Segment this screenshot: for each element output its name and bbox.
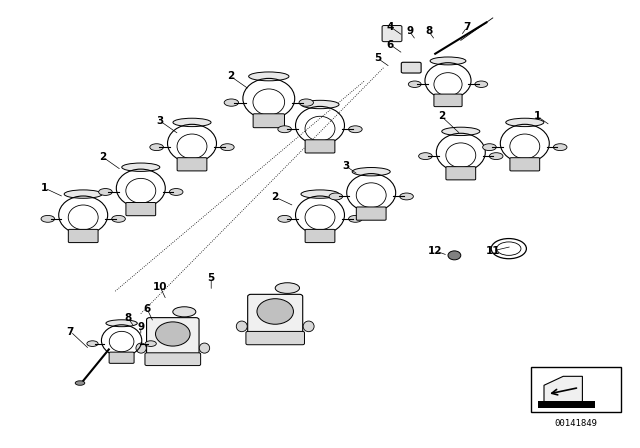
FancyBboxPatch shape: [147, 318, 199, 358]
Ellipse shape: [442, 127, 480, 136]
Text: 9: 9: [406, 26, 413, 36]
FancyBboxPatch shape: [68, 229, 98, 243]
Text: 7: 7: [463, 22, 471, 32]
Ellipse shape: [490, 153, 503, 159]
Ellipse shape: [249, 72, 289, 81]
Ellipse shape: [554, 144, 567, 151]
Bar: [538, 401, 595, 408]
Circle shape: [448, 251, 461, 260]
Ellipse shape: [352, 168, 390, 176]
Ellipse shape: [136, 343, 147, 353]
Ellipse shape: [349, 126, 362, 133]
Text: 6: 6: [387, 40, 394, 50]
FancyBboxPatch shape: [109, 352, 134, 363]
Text: 7: 7: [67, 327, 74, 336]
FancyBboxPatch shape: [382, 26, 402, 42]
Text: 4: 4: [387, 22, 394, 32]
Ellipse shape: [87, 341, 98, 346]
Ellipse shape: [150, 144, 163, 151]
Circle shape: [156, 322, 190, 346]
Ellipse shape: [299, 99, 314, 106]
Ellipse shape: [301, 100, 339, 109]
Ellipse shape: [112, 215, 125, 222]
Ellipse shape: [475, 81, 488, 87]
Text: 1: 1: [41, 183, 49, 193]
Ellipse shape: [419, 153, 432, 159]
FancyBboxPatch shape: [305, 140, 335, 153]
Text: 8: 8: [124, 313, 132, 323]
Text: 5: 5: [207, 273, 215, 283]
FancyBboxPatch shape: [510, 158, 540, 171]
Circle shape: [257, 299, 293, 324]
FancyBboxPatch shape: [253, 114, 284, 128]
Ellipse shape: [145, 341, 156, 346]
Text: 00141849: 00141849: [554, 419, 598, 428]
FancyBboxPatch shape: [246, 332, 305, 345]
FancyBboxPatch shape: [305, 229, 335, 243]
FancyBboxPatch shape: [434, 94, 462, 107]
Ellipse shape: [301, 190, 339, 198]
Text: 3: 3: [156, 116, 164, 126]
Ellipse shape: [106, 320, 138, 327]
Text: 9: 9: [137, 322, 145, 332]
Text: 8: 8: [425, 26, 433, 36]
Text: 1: 1: [534, 112, 541, 121]
Ellipse shape: [303, 321, 314, 332]
Ellipse shape: [122, 163, 160, 172]
Ellipse shape: [76, 381, 85, 385]
FancyBboxPatch shape: [401, 62, 421, 73]
Polygon shape: [544, 376, 582, 403]
Text: 12: 12: [428, 246, 442, 256]
Ellipse shape: [221, 144, 234, 151]
FancyBboxPatch shape: [356, 207, 386, 220]
Ellipse shape: [170, 189, 183, 195]
Ellipse shape: [199, 343, 210, 353]
Text: 2: 2: [99, 152, 106, 162]
Text: 10: 10: [153, 282, 167, 292]
Ellipse shape: [275, 283, 300, 293]
Ellipse shape: [400, 193, 413, 200]
Text: 3: 3: [342, 161, 349, 171]
FancyBboxPatch shape: [145, 353, 201, 366]
Ellipse shape: [99, 189, 112, 195]
Text: 5: 5: [374, 53, 381, 63]
Text: 2: 2: [227, 71, 234, 81]
Text: 2: 2: [271, 192, 279, 202]
Ellipse shape: [430, 57, 466, 65]
Ellipse shape: [408, 81, 421, 87]
FancyBboxPatch shape: [177, 158, 207, 171]
Ellipse shape: [173, 118, 211, 127]
Bar: [531, 367, 621, 412]
Ellipse shape: [64, 190, 102, 198]
Ellipse shape: [483, 144, 496, 151]
Ellipse shape: [278, 126, 291, 133]
Text: 2: 2: [438, 112, 445, 121]
Ellipse shape: [329, 193, 342, 200]
Ellipse shape: [41, 215, 54, 222]
Ellipse shape: [349, 215, 362, 222]
Ellipse shape: [506, 118, 544, 127]
FancyBboxPatch shape: [446, 167, 476, 180]
Ellipse shape: [173, 307, 196, 317]
Ellipse shape: [278, 215, 291, 222]
FancyBboxPatch shape: [126, 202, 156, 216]
Text: 6: 6: [143, 304, 151, 314]
Ellipse shape: [236, 321, 247, 332]
Ellipse shape: [224, 99, 239, 106]
Text: 11: 11: [486, 246, 500, 256]
FancyBboxPatch shape: [248, 294, 303, 337]
